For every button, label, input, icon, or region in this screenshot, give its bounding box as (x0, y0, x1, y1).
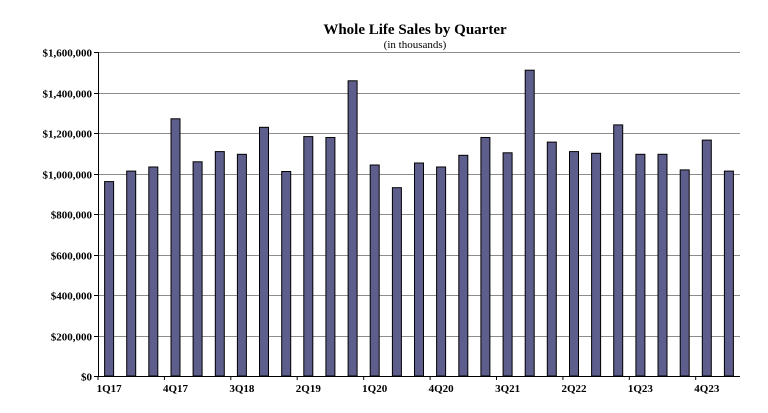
bar-2Q22 (569, 151, 579, 377)
bar-4Q21 (524, 69, 535, 377)
y-tick-label: $600,000 (51, 251, 93, 263)
bar-1Q23 (635, 153, 646, 377)
bar-1Q19 (281, 171, 292, 377)
bars (104, 69, 734, 377)
bar-4Q19 (347, 80, 358, 377)
x-tick-label: 4Q17 (163, 383, 189, 395)
y-tick-label: $1,600,000 (43, 48, 93, 60)
bar-4Q23 (701, 139, 712, 377)
bar-2Q21 (480, 137, 491, 377)
x-tick-label: 3Q18 (229, 383, 255, 395)
y-tick-label: $400,000 (51, 291, 93, 303)
bar-1Q18 (192, 161, 203, 377)
bar-4Q18 (259, 126, 269, 377)
bar-1Q17 (104, 181, 115, 377)
bar-3Q21 (502, 152, 513, 377)
y-tick-label: $200,000 (51, 332, 93, 344)
x-tick-label: 4Q20 (429, 383, 455, 395)
x-axis-ticks: 1Q17 4Q17 3Q18 2Q19 1Q20 4Q20 3Q21 2Q22 1Q23 4Q23 (97, 376, 720, 395)
bar-2Q18 (214, 151, 225, 377)
bar-3Q20 (414, 162, 424, 377)
bar-3Q23 (679, 169, 690, 377)
bar-4Q20 (436, 166, 447, 377)
bar-3Q18 (236, 153, 247, 377)
axes (98, 52, 740, 377)
y-tick-label: $1,400,000 (43, 89, 93, 101)
bar-3Q22 (591, 152, 602, 377)
y-tick-label: $1,200,000 (43, 129, 93, 141)
y-tick-label: $800,000 (51, 210, 93, 222)
bar-1Q24 (723, 170, 734, 377)
bar-2Q23 (657, 153, 668, 377)
x-tick-label: 3Q21 (495, 383, 520, 395)
bar-3Q17 (148, 166, 159, 377)
x-tick-label: 1Q23 (628, 383, 654, 395)
x-tick-label: 4Q23 (694, 383, 720, 395)
x-tick-label: 1Q20 (362, 383, 388, 395)
bar-4Q17 (170, 118, 181, 377)
chart-subtitle: (in thousands) (384, 39, 447, 51)
bar-1Q22 (546, 141, 557, 377)
bar-2Q17 (126, 170, 137, 377)
bar-1Q21 (458, 154, 469, 377)
x-tick-label: 2Q19 (296, 383, 322, 395)
x-tick-label: 1Q17 (97, 383, 123, 395)
y-tick-label: $0 (81, 372, 93, 384)
x-tick-label: 2Q22 (561, 383, 587, 395)
chart-title: Whole Life Sales by Quarter (323, 22, 507, 38)
bar-1Q20 (369, 164, 380, 377)
bar-2Q20 (391, 187, 402, 377)
y-axis-ticks: $0 $200,000 $400,000 $600,000 $800,000 $1,000… (43, 48, 98, 384)
y-tick-label: $1,000,000 (43, 170, 93, 182)
bar-2Q19 (303, 136, 314, 377)
bar-4Q22 (613, 124, 624, 377)
bar-3Q19 (325, 137, 336, 377)
